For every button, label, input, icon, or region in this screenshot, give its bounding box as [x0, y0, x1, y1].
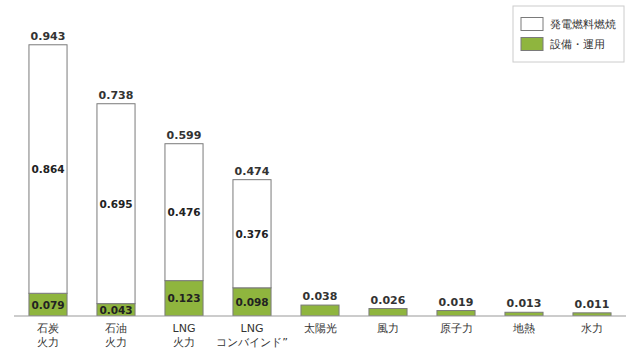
total-label: 0.474	[235, 165, 270, 178]
x-tick-labels: 石炭火力 石油火力 LNG火力 LNGコンバインド” 太陽光 風力 原子力 地熱 水力	[37, 322, 603, 349]
segment-label: 0.079	[31, 299, 64, 311]
legend: 発電燃料燃焼設備・運用	[513, 6, 624, 62]
legend-label: 設備・運用	[550, 38, 605, 51]
segment-label: 0.043	[99, 304, 132, 316]
total-label: 0.013	[507, 297, 542, 310]
legend-label: 発電燃料燃焼	[550, 18, 616, 31]
total-label: 0.599	[167, 129, 202, 142]
x-tick-label: 風力	[377, 322, 399, 335]
segment-label: 0.476	[167, 206, 200, 218]
total-label: 0.943	[31, 30, 66, 43]
x-tick-label: 水力	[581, 322, 603, 335]
bar-segment	[233, 180, 271, 288]
bar-segment	[301, 305, 339, 316]
bar-segment	[369, 308, 407, 309]
total-label: 0.011	[575, 298, 610, 311]
total-label: 0.038	[303, 290, 338, 303]
segment-label: 0.376	[235, 228, 268, 240]
bar-segment	[505, 312, 543, 313]
x-tick-label: 地熱	[512, 322, 535, 335]
bar-segment	[437, 311, 475, 316]
total-label: 0.019	[439, 296, 474, 309]
segment-label: 0.098	[235, 296, 268, 308]
x-tick-label: LNG火力	[173, 322, 196, 349]
segment-label: 0.123	[167, 292, 200, 304]
bar-segment	[165, 144, 203, 281]
bar-segment	[505, 312, 543, 316]
bar-segment	[97, 104, 135, 304]
x-tick-label: 太陽光	[304, 322, 337, 335]
legend-swatch	[521, 18, 543, 31]
x-tick-label: 石油火力	[105, 322, 127, 349]
legend-swatch	[521, 38, 543, 51]
legend-frame	[513, 6, 624, 62]
segment-label: 0.864	[31, 163, 64, 175]
bar-segment	[97, 304, 135, 316]
bar-segment	[29, 293, 67, 316]
bar-segment	[369, 309, 407, 316]
total-label: 0.026	[371, 294, 406, 307]
bar-segment	[437, 310, 475, 311]
bar-segment	[573, 312, 611, 313]
total-label: 0.738	[99, 89, 134, 102]
chart: 0.079 0.043 0.123 0.098 0.864 0.695 0.476 0.376…	[0, 0, 640, 362]
segment-label: 0.695	[99, 198, 132, 210]
bar-segment	[301, 305, 339, 306]
bar-segment	[165, 281, 203, 316]
bar-segment	[29, 45, 67, 294]
x-tick-label: 石炭火力	[37, 322, 59, 349]
x-axis-line	[14, 316, 626, 317]
x-tick-label: 原子力	[440, 322, 473, 335]
x-tick-label: LNGコンバインド”	[216, 322, 288, 349]
chart-container: 0.079 0.043 0.123 0.098 0.864 0.695 0.476 0.376…	[0, 0, 640, 362]
bars	[29, 45, 611, 316]
data-labels: 0.079 0.043 0.123 0.098 0.864 0.695 0.476 0.376…	[31, 30, 610, 316]
bar-segment	[233, 288, 271, 316]
